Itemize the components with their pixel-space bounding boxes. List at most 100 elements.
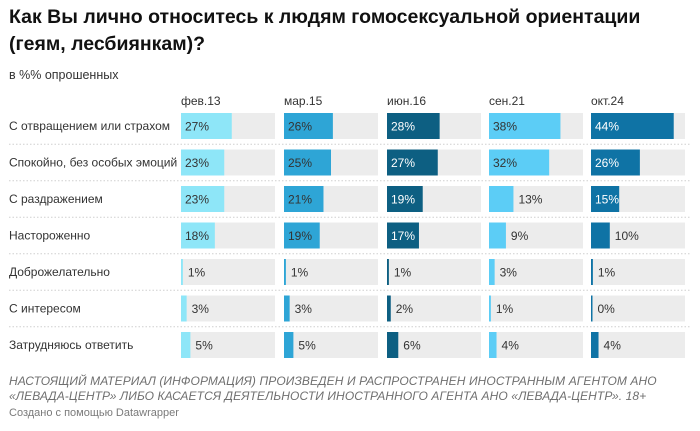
datawrapper-credit: Создано с помощью Datawrapper (9, 407, 179, 419)
bar (591, 113, 674, 139)
value-label: 18% (185, 229, 209, 243)
bar (387, 149, 438, 176)
chart-subtitle: в %% опрошенных (9, 68, 119, 82)
value-label: 1% (291, 266, 309, 280)
bar-track (489, 295, 583, 322)
bar (181, 295, 187, 322)
bar (489, 186, 514, 212)
value-label: 6% (403, 339, 421, 353)
period-header: мар.15 (284, 94, 323, 108)
bar-track (489, 259, 583, 285)
value-label: 27% (391, 156, 415, 170)
value-label: 4% (604, 339, 622, 353)
bar-track (181, 259, 275, 285)
bar (387, 295, 391, 322)
value-label: 44% (595, 120, 619, 134)
period-header: сен.21 (489, 94, 525, 108)
bar (181, 186, 225, 212)
category-label: Затрудняюсь ответить (9, 338, 133, 352)
bar-track (181, 332, 275, 358)
bar (181, 113, 232, 139)
value-label: 1% (598, 266, 616, 280)
bar (387, 186, 423, 212)
category-label: С раздражением (9, 192, 103, 206)
bar (591, 149, 640, 176)
bar (284, 149, 331, 176)
bar-track (181, 295, 275, 322)
category-label: С отвращением или страхом (9, 119, 170, 133)
bar (489, 149, 550, 176)
value-label: 23% (185, 193, 209, 207)
category-label: Спокойно, без особых эмоций (9, 156, 177, 170)
bar-track (591, 259, 685, 285)
value-label: 2% (396, 302, 414, 316)
value-label: 13% (518, 193, 542, 207)
value-label: 19% (288, 229, 312, 243)
bar (181, 222, 215, 249)
bar (284, 332, 294, 358)
value-label: 3% (295, 302, 313, 316)
bar (284, 295, 290, 322)
value-label: 5% (298, 339, 316, 353)
value-label: 19% (391, 193, 415, 207)
chart-title: Как Вы лично относитесь к людям гомосекс… (9, 6, 641, 55)
value-label: 1% (394, 266, 412, 280)
bar-chart: фев.13 мар.15 июн.16 сен.21 окт.24 С отвращен… (9, 94, 690, 358)
period-header: июн.16 (387, 94, 426, 108)
bar (284, 113, 333, 139)
bar (181, 149, 225, 176)
value-label: 32% (493, 156, 517, 170)
bar (489, 222, 506, 249)
bar-track (387, 332, 481, 358)
value-label: 25% (288, 156, 312, 170)
value-label: 27% (185, 120, 209, 134)
value-label: 0% (598, 302, 616, 316)
value-label: 21% (288, 193, 312, 207)
value-label: 10% (615, 229, 639, 243)
category-label: Настороженно (9, 229, 91, 243)
value-label: 4% (502, 339, 520, 353)
period-header: фев.13 (181, 94, 221, 108)
bar-track (387, 259, 481, 285)
value-label: 3% (500, 266, 518, 280)
bar (387, 332, 399, 358)
bar (284, 186, 324, 212)
period-header: окт.24 (591, 94, 624, 108)
bar-track (284, 259, 378, 285)
value-label: 1% (496, 302, 514, 316)
bar (489, 332, 497, 358)
value-label: 26% (595, 156, 619, 170)
bar (387, 113, 440, 139)
value-label: 3% (192, 302, 210, 316)
bar (181, 259, 183, 285)
value-label: 5% (195, 339, 213, 353)
value-label: 28% (391, 120, 415, 134)
value-label: 15% (595, 193, 619, 207)
bar (284, 259, 286, 285)
bar (387, 222, 419, 249)
bar-track (591, 295, 685, 322)
bar-track (489, 332, 583, 358)
bar (591, 295, 593, 322)
bar (591, 259, 593, 285)
bar-track (591, 332, 685, 358)
bar (591, 332, 599, 358)
category-label: С интересом (9, 302, 81, 316)
bar (591, 186, 620, 212)
bar (284, 222, 320, 249)
value-label: 17% (391, 229, 415, 243)
bar (387, 259, 389, 285)
bar (489, 295, 491, 322)
bar-track (387, 295, 481, 322)
bar (489, 259, 495, 285)
bar-track (284, 332, 378, 358)
value-label: 38% (493, 120, 517, 134)
value-label: 26% (288, 120, 312, 134)
category-label: Доброжелательно (9, 265, 110, 279)
foreign-agent-notice: НАСТОЯЩИЙ МАТЕРИАЛ (ИНФОРМАЦИЯ) ПРОИЗВЕД… (9, 374, 657, 403)
bar (489, 113, 561, 139)
bar (591, 222, 610, 249)
bar (181, 332, 191, 358)
bar-track (284, 295, 378, 322)
value-label: 1% (188, 266, 206, 280)
